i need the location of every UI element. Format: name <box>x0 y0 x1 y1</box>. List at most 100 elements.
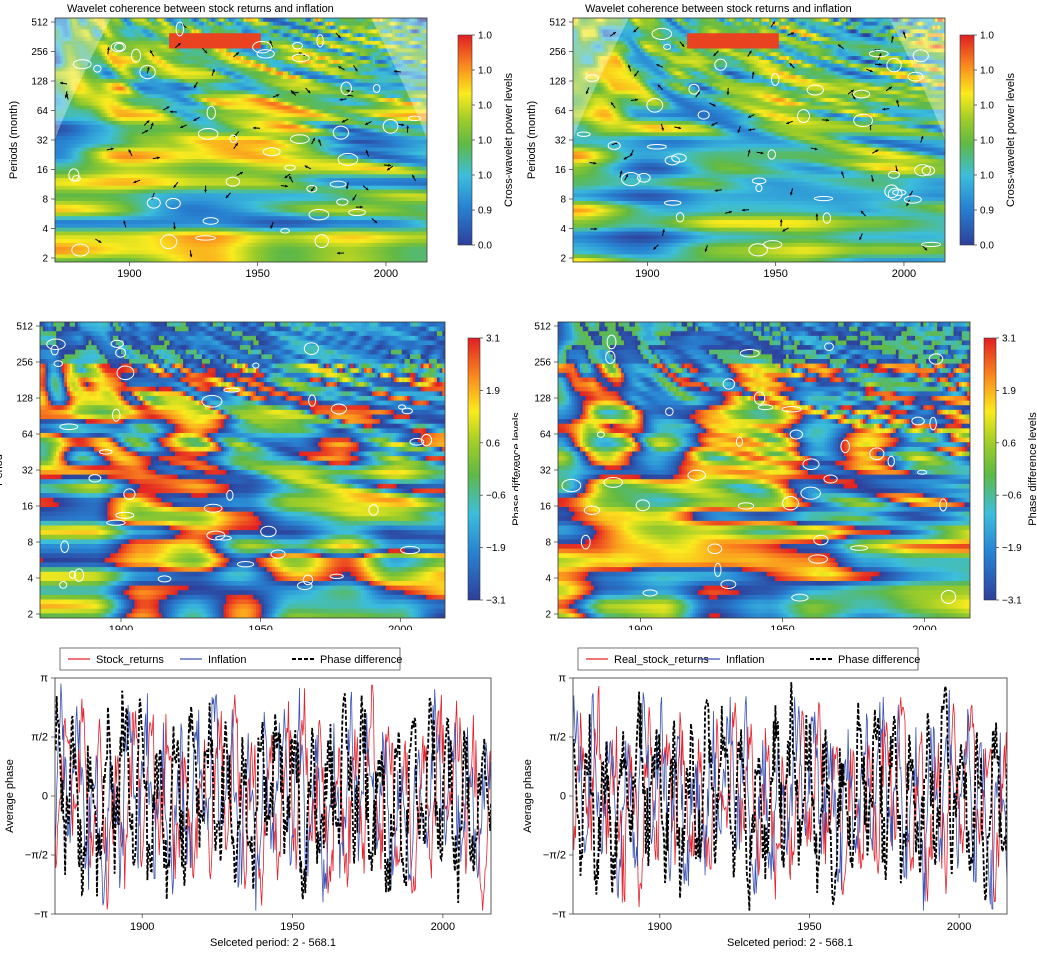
coh-left-cell <box>114 29 118 34</box>
coh-left-cell <box>238 63 242 69</box>
coh-left-cell <box>164 79 168 84</box>
coh-left-cell <box>223 67 227 72</box>
coh-left-cell <box>183 86 187 91</box>
coh-left-cell <box>87 59 91 65</box>
coh-left-cell <box>149 18 153 23</box>
coh-left-cell <box>384 21 388 27</box>
coh-left-cell <box>404 37 408 42</box>
coh-left-cell <box>268 71 272 76</box>
coh-left-cell <box>223 82 227 88</box>
coh-left-cell <box>404 94 408 99</box>
coh-left-cell <box>275 21 279 27</box>
coh-left-cell <box>156 18 160 23</box>
coh-left-cell <box>226 44 230 49</box>
coh-left-cell <box>62 59 66 65</box>
coh-left-cell <box>134 75 138 80</box>
coh-left-cell <box>392 67 396 72</box>
coh-left-cell <box>166 63 170 69</box>
coh-left-cell <box>69 94 73 99</box>
coh-left-cell <box>196 90 200 95</box>
coh-left-cell <box>156 67 160 72</box>
coh-left-cell <box>322 79 326 84</box>
coh-left-cell <box>193 21 197 27</box>
coh-left-cell <box>104 71 108 76</box>
coh-left-cell <box>417 98 421 103</box>
coh-left-cell <box>203 75 207 80</box>
coh-left-cell <box>389 94 393 99</box>
coh-left-cell <box>404 82 408 88</box>
coh-left-cell <box>198 86 202 91</box>
coh-left-cell <box>198 40 202 46</box>
coh-left-cell <box>62 90 66 95</box>
coh-left-cell <box>424 52 427 57</box>
coh-left-cell <box>330 25 334 30</box>
coh-left-cell <box>149 52 153 57</box>
coh-left-cell <box>335 18 339 23</box>
coh-left-cell <box>87 18 91 23</box>
coh-left-cell <box>226 25 230 30</box>
coh-left-cell <box>102 33 106 38</box>
coh-left-cell <box>315 33 319 38</box>
coh-left-cell <box>57 101 61 107</box>
coh-left-cell <box>159 29 163 34</box>
coh-left-cell <box>87 90 91 95</box>
coh-left-cell <box>288 52 292 57</box>
coh-left-cell <box>248 52 252 57</box>
coh-left-cell <box>295 75 299 80</box>
coh-left-cell <box>263 86 267 91</box>
coh-left-cell <box>290 94 294 99</box>
coh-left-cell <box>169 21 173 27</box>
coh-left-cell <box>174 37 178 42</box>
coh-left-cell <box>236 63 240 69</box>
coh-left-cell <box>238 52 242 57</box>
coh-left-cell <box>255 98 259 103</box>
coh-left-cell <box>136 98 140 103</box>
coh-left-cell <box>228 94 232 99</box>
coh-left-cell <box>379 29 383 34</box>
coh-left-cell <box>144 82 148 88</box>
coh-left-cell <box>114 86 118 91</box>
coh-left-cell <box>407 86 411 91</box>
coh-left-cell <box>288 29 292 34</box>
coh-left-cell <box>188 79 192 84</box>
coh-left-cell <box>196 56 200 61</box>
coh-left-cell <box>422 44 426 49</box>
coh-left-cell <box>67 44 71 49</box>
coh-left-cell <box>248 37 252 42</box>
coh-left-cell <box>250 21 254 27</box>
coh-left-cell <box>414 98 418 103</box>
coh-left-cell <box>303 59 306 65</box>
coh-left-cell <box>221 21 225 27</box>
coh-left-cell <box>218 44 222 49</box>
coh-left-cell <box>221 59 225 65</box>
coh-left-cell <box>89 82 93 88</box>
coh-left-cell <box>367 25 371 30</box>
coh-left-cell <box>149 98 153 103</box>
coh-left-cell <box>258 56 262 61</box>
coh-left-cell <box>64 25 68 30</box>
coh-left-cell <box>196 86 200 91</box>
coh-left-cell <box>146 71 150 76</box>
coh-left-cell <box>255 90 259 95</box>
coh-left-cell <box>253 44 257 49</box>
coh-left-cell <box>84 79 88 84</box>
coh-left-cell <box>275 79 279 84</box>
coh-left-cell <box>362 98 366 103</box>
coh-left-cell <box>159 71 163 76</box>
coh-left-cell <box>156 71 160 76</box>
coh-left-cell <box>317 21 321 27</box>
coh-left-cell <box>365 25 368 30</box>
coh-left-cell <box>392 56 396 61</box>
coh-left-cell <box>255 29 259 34</box>
coh-left-cell <box>260 75 264 80</box>
coh-left-cell <box>360 71 364 76</box>
coh-left-cell <box>377 67 381 72</box>
coh-left-cell <box>59 21 63 27</box>
coh-left-cell <box>164 82 168 88</box>
coh-left-cell <box>99 56 103 61</box>
coh-left-cell <box>164 52 168 57</box>
coh-left-cell <box>382 94 386 99</box>
coh-left-cell <box>422 67 426 72</box>
coh-left-cell <box>203 67 207 72</box>
coh-left-cell <box>228 75 232 80</box>
